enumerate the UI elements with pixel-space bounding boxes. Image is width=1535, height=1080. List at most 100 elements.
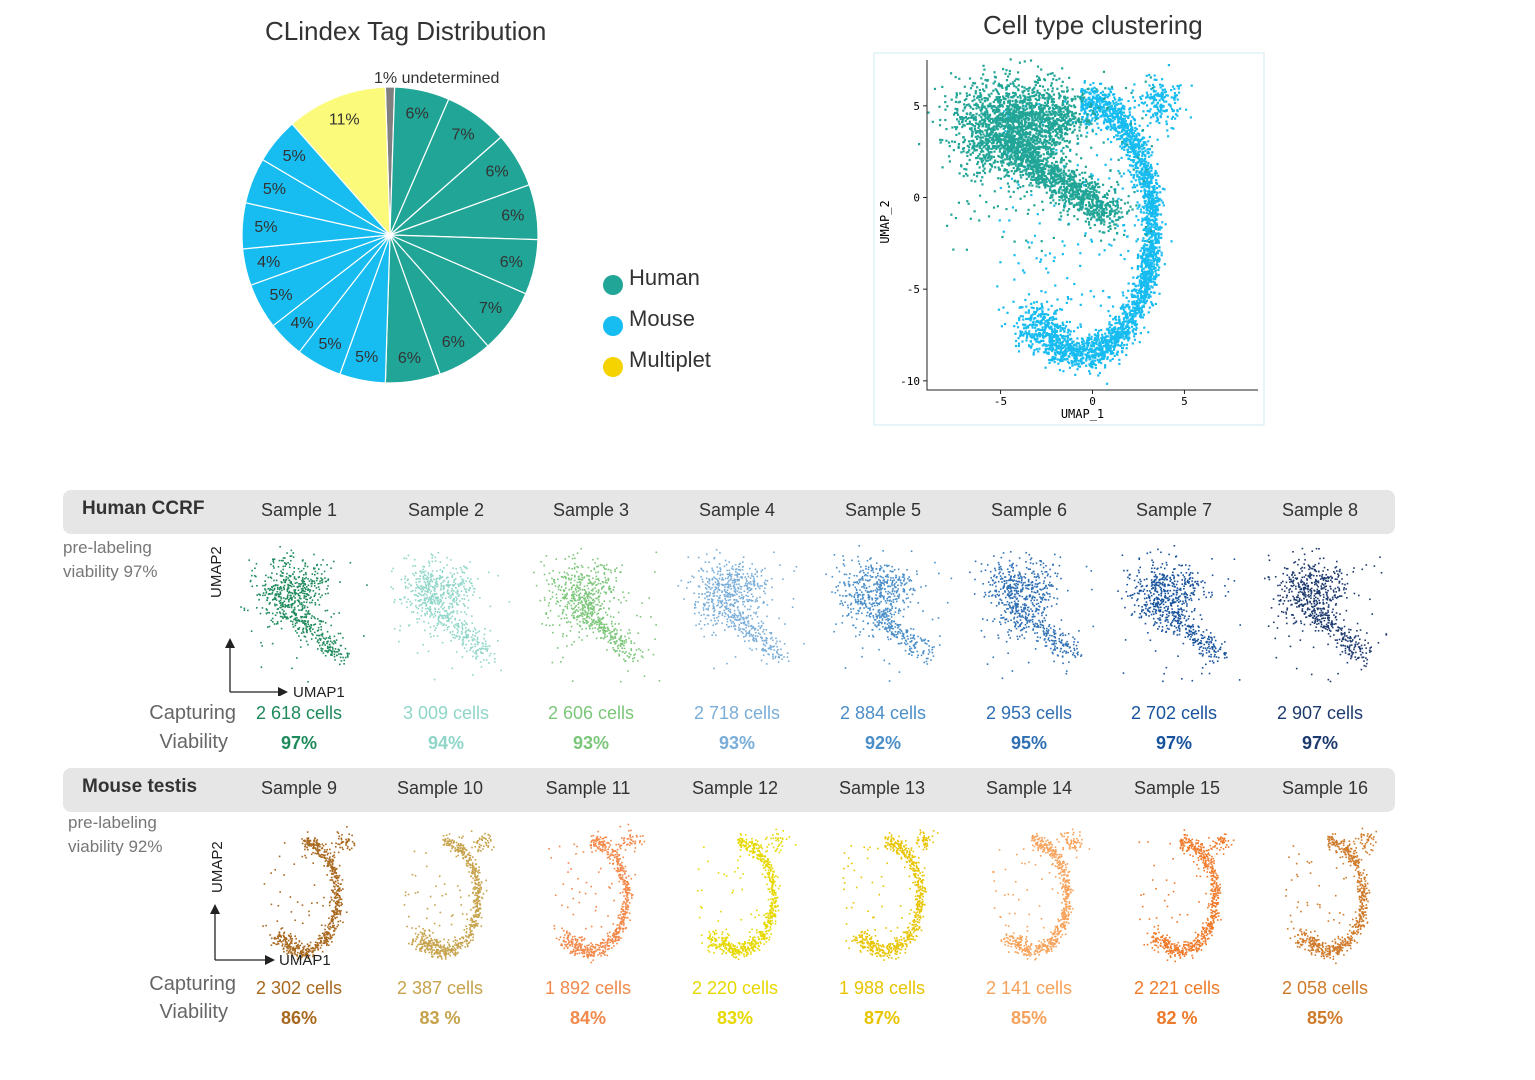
pie-slice-label: 7% xyxy=(452,126,475,143)
umap-point xyxy=(980,77,983,80)
umap-point xyxy=(1066,277,1069,280)
umap-point xyxy=(1160,236,1163,239)
umap-point xyxy=(1046,114,1049,117)
umap-point xyxy=(1144,149,1147,152)
umap-point xyxy=(1122,111,1125,114)
umap-point xyxy=(1136,294,1139,298)
umap-point xyxy=(1131,133,1134,136)
umap-point xyxy=(933,87,937,91)
umap-point xyxy=(1043,164,1046,167)
umap-point xyxy=(987,155,990,158)
umap-point xyxy=(1090,240,1094,243)
umap-point xyxy=(1041,339,1044,343)
umap-point xyxy=(957,101,960,104)
umap-point xyxy=(1136,238,1139,241)
umap-point xyxy=(1134,328,1138,331)
umap-point xyxy=(1115,129,1118,133)
umap-point xyxy=(1047,333,1051,336)
umap-point xyxy=(1143,182,1146,185)
umap-point xyxy=(1107,347,1111,350)
umap-point xyxy=(1090,335,1093,338)
umap-point xyxy=(978,98,981,101)
umap-point xyxy=(1103,118,1107,121)
umap-point xyxy=(1150,213,1153,216)
umap-point xyxy=(1136,201,1139,204)
umap-point xyxy=(1029,334,1032,337)
umap-point xyxy=(1141,294,1144,298)
umap-point xyxy=(1151,213,1154,217)
umap-point xyxy=(988,153,991,156)
umap-point xyxy=(1131,290,1134,293)
umap-point xyxy=(1029,151,1033,154)
umap-point xyxy=(1122,308,1126,312)
umap-point xyxy=(1145,104,1149,107)
umap-point xyxy=(1034,178,1037,181)
umap-point xyxy=(1099,82,1103,85)
umap-point xyxy=(1139,249,1142,252)
umap-point xyxy=(1103,195,1107,198)
umap-point xyxy=(1148,190,1151,194)
umap-point xyxy=(971,114,974,118)
umap-point xyxy=(1102,344,1105,348)
umap-point xyxy=(956,118,959,121)
umap-point xyxy=(1141,297,1145,300)
umap-point xyxy=(1040,333,1043,336)
umap-point xyxy=(1059,333,1062,337)
umap-point xyxy=(1147,263,1150,266)
umap-point xyxy=(1122,125,1125,128)
umap-point xyxy=(1058,346,1061,349)
umap-point xyxy=(1042,331,1045,335)
umap-point xyxy=(985,159,988,162)
umap-point xyxy=(1031,178,1034,182)
umap-point xyxy=(1100,350,1103,354)
umap-point xyxy=(917,143,921,146)
umap-point xyxy=(1053,323,1056,326)
umap-point xyxy=(1048,339,1051,343)
umap-point xyxy=(1147,256,1150,259)
umap-point xyxy=(1120,143,1124,146)
umap-point xyxy=(954,76,957,79)
umap-point xyxy=(1087,119,1091,122)
umap-point xyxy=(1064,347,1067,350)
umap-point xyxy=(971,124,974,127)
umap-point xyxy=(1098,97,1101,100)
umap-point xyxy=(1047,308,1050,311)
umap-point xyxy=(1055,128,1058,131)
umap-point xyxy=(1111,109,1115,112)
umap-point xyxy=(1090,173,1093,176)
legend-swatch xyxy=(603,357,623,377)
umap-point xyxy=(1172,109,1176,112)
umap-point xyxy=(1006,151,1009,154)
umap-point xyxy=(1017,262,1020,265)
umap-point xyxy=(1012,103,1015,106)
umap-point xyxy=(1142,141,1146,144)
umap-point xyxy=(966,162,969,165)
umap-point xyxy=(1106,382,1109,385)
umap-point xyxy=(1056,352,1059,355)
umap-point xyxy=(1089,114,1092,117)
umap-point xyxy=(1041,326,1044,329)
umap-point xyxy=(1149,263,1152,266)
pie-slice-label: 5% xyxy=(254,219,277,236)
umap-point xyxy=(1117,333,1120,336)
umap-point xyxy=(1021,136,1024,139)
umap-point xyxy=(1145,185,1149,188)
umap-point xyxy=(1153,78,1156,81)
umap-point xyxy=(1047,351,1050,354)
umap-point xyxy=(1070,345,1073,348)
umap-point xyxy=(951,140,954,143)
umap-point xyxy=(1110,208,1113,212)
umap-point xyxy=(1133,311,1136,315)
umap-point xyxy=(1061,340,1065,343)
umap-point xyxy=(1033,349,1036,352)
umap-point xyxy=(957,146,960,149)
umap-point xyxy=(1148,247,1151,251)
umap-point xyxy=(1037,161,1040,164)
umap-point xyxy=(1158,266,1161,269)
umap-point xyxy=(1152,230,1155,233)
umap-point xyxy=(1112,348,1116,351)
umap-point xyxy=(1027,293,1031,296)
umap-point xyxy=(1082,120,1085,124)
umap-point xyxy=(1051,103,1055,106)
umap-point xyxy=(1034,338,1037,341)
